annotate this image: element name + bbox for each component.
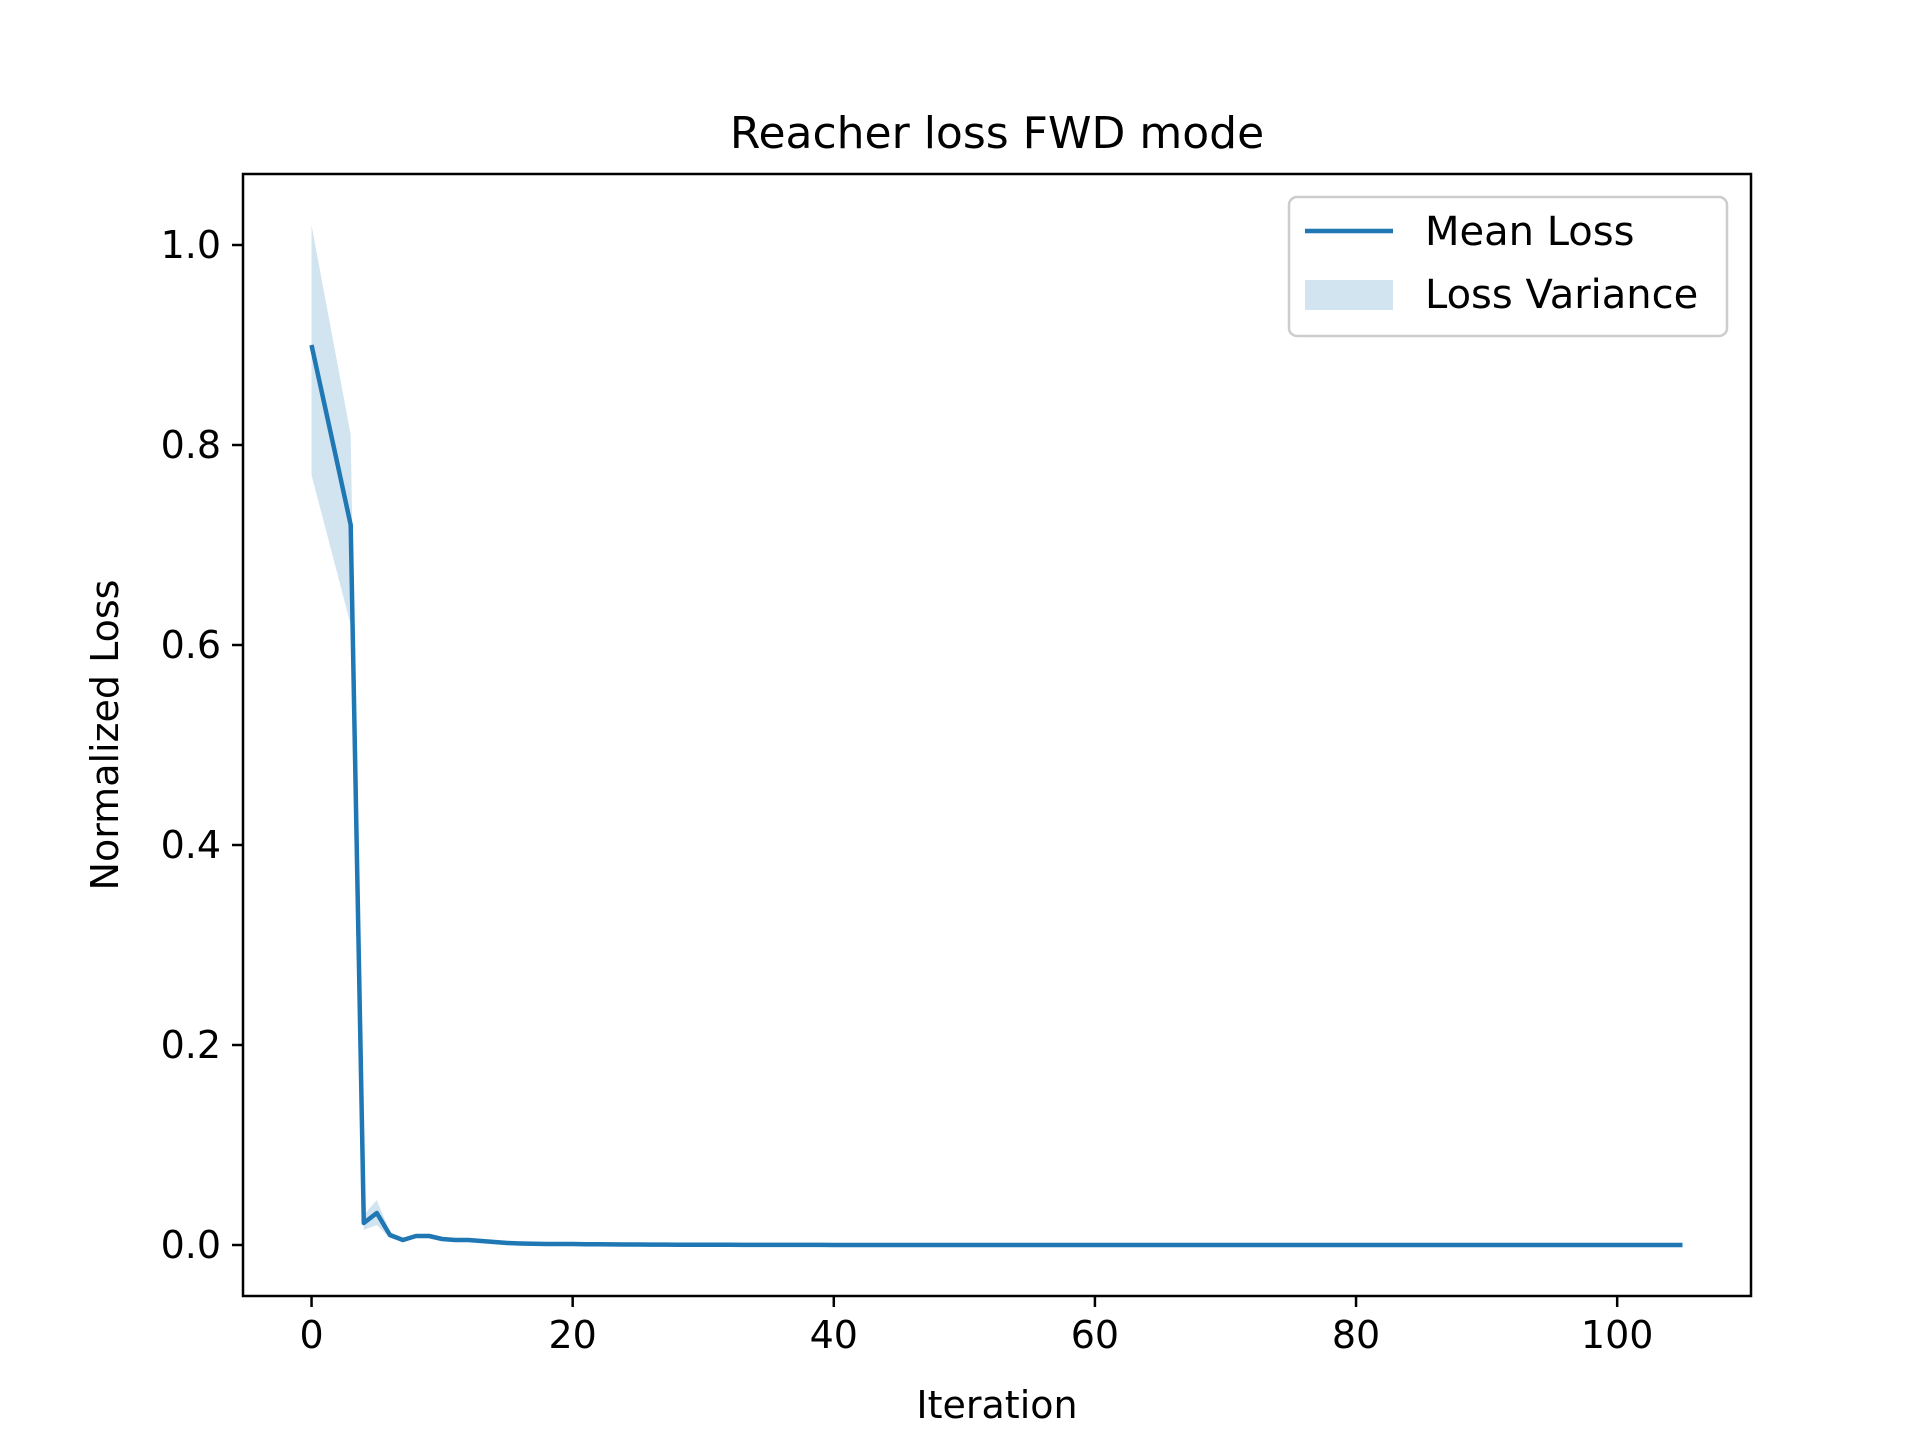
chart-title: Reacher loss FWD mode	[730, 108, 1264, 159]
legend: Mean Loss Loss Variance	[1287, 195, 1729, 338]
x-tick-label: 80	[1332, 1313, 1380, 1357]
x-tick-label: 0	[299, 1313, 323, 1357]
plot-area	[309, 225, 1683, 1248]
mean-loss-line	[309, 344, 1683, 1248]
y-axis-ticks: 0.0 0.2 0.4 0.6 0.8 1.0	[161, 223, 243, 1267]
legend-loss-variance-swatch	[1305, 280, 1393, 310]
x-tick-label: 20	[548, 1313, 596, 1357]
y-tick-label: 0.0	[161, 1223, 221, 1267]
x-tick-label: 60	[1071, 1313, 1119, 1357]
legend-frame	[1287, 195, 1729, 338]
x-axis-ticks: 0 20 40 60 80 100	[299, 1296, 1653, 1357]
y-tick-label: 0.2	[161, 1023, 221, 1067]
x-tick-label: 40	[810, 1313, 858, 1357]
y-tick-label: 1.0	[161, 223, 221, 267]
y-tick-label: 0.4	[161, 823, 221, 867]
legend-loss-variance-label: Loss Variance	[1425, 272, 1698, 318]
axes-frame	[241, 172, 1753, 1298]
x-tick-label: 100	[1581, 1313, 1654, 1357]
y-tick-label: 0.6	[161, 623, 221, 667]
y-tick-label: 0.8	[161, 423, 221, 467]
y-axis-label: Normalized Loss	[83, 580, 127, 891]
x-axis-label: Iteration	[916, 1383, 1077, 1427]
legend-mean-loss-label: Mean Loss	[1425, 209, 1634, 255]
